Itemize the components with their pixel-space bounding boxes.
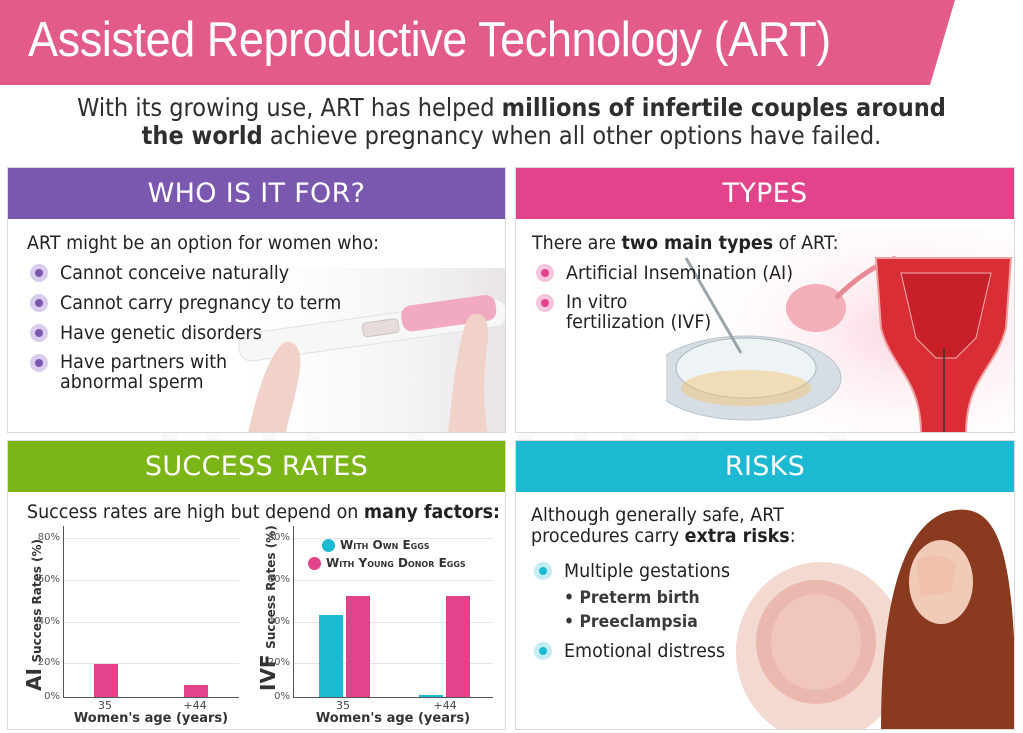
panel-header: WHO IS IT FOR?: [8, 168, 505, 219]
list-item: Cannot conceive naturally: [30, 262, 366, 284]
panel-who-is-it-for: WHO IS IT FOR? ART might be an option fo…: [7, 167, 506, 433]
bar-ai-44: [184, 685, 208, 697]
intro-bold: extra risks: [684, 525, 790, 547]
panel-header: RISKS: [516, 441, 1014, 492]
risks-list: Multiple gestations • Preterm birth • Pr…: [534, 560, 745, 670]
chart-legend: With Own Eggs With Young Donor Eggs: [308, 536, 466, 572]
list-item: Artificial Insemination (AI): [536, 262, 813, 284]
legend-item-donor-eggs: With Young Donor Eggs: [308, 554, 466, 572]
sub-list: • Preterm birth • Preeclampsia: [564, 586, 745, 634]
panel-header: SUCCESS RATES: [8, 441, 505, 492]
panel-success-rates: SUCCESS RATES Success rates are high but…: [7, 440, 506, 730]
panel-risks: RISKS Although generally safe, ART proced…: [515, 440, 1015, 730]
bullet-icon: [30, 264, 48, 282]
risk-item: Multiple gestations: [534, 560, 745, 582]
chart-y-label: AI Success Rates (%): [22, 539, 46, 691]
legend-swatch: [308, 556, 321, 570]
gridline: [294, 580, 493, 581]
list-item: Multiple gestations • Preterm birth • Pr…: [534, 560, 745, 634]
subtitle-bold: the world: [141, 121, 263, 150]
y-tick: 80%: [37, 532, 60, 543]
bullet-icon: [30, 354, 48, 372]
page-title: Assisted Reproductive Technology (ART): [28, 13, 831, 67]
bar-ai-35: [94, 664, 118, 697]
x-tick: +44: [433, 699, 457, 712]
ivf-success-chart: IVF Success Rates (%) 80% 60% 40% 20% 0%…: [248, 525, 503, 729]
chart-x-label: Women's age (years): [315, 711, 471, 726]
y-tick: 0%: [44, 691, 60, 702]
y-tick: 80%: [267, 532, 290, 543]
intro-text: Although generally safe, ART: [531, 504, 784, 526]
title-banner: [0, 0, 955, 85]
bar-ivf-35-own: [319, 615, 343, 697]
bullet-icon: [536, 294, 554, 312]
y-tick: 60%: [37, 574, 60, 585]
bullet-icon: [534, 562, 552, 580]
list-item: In vitro fertilization (IVF): [536, 292, 813, 332]
x-tick: +44: [183, 699, 207, 712]
legend-swatch: [322, 538, 335, 552]
sub-item-text: Preeclampsia: [579, 612, 698, 632]
list-item: Have partners with abnormal sperm: [30, 352, 366, 392]
intro-text: of ART:: [773, 232, 839, 254]
intro-text: procedures carry: [531, 525, 685, 547]
list-item: Have genetic disorders: [30, 322, 366, 344]
bullet-icon: [536, 264, 554, 282]
intro-text: There are: [532, 232, 622, 254]
x-tick: 35: [336, 699, 350, 712]
legend-label: With Young Donor Eggs: [326, 556, 466, 570]
gridline: [64, 580, 239, 581]
ylabel-small: Success Rates (%): [30, 538, 44, 663]
list-item: Emotional distress: [534, 640, 745, 662]
bullet-icon: [30, 324, 48, 342]
gridline: [294, 663, 493, 664]
ylabel-small: Success Rates (%): [264, 525, 278, 649]
panel-types: TYPES There are two main types of ART: A…: [515, 167, 1015, 433]
intro-bold: two main types: [621, 232, 774, 254]
legend-item-own-eggs: With Own Eggs: [322, 536, 466, 554]
y-tick: 0%: [274, 691, 290, 702]
bar-ivf-44-donor: [446, 596, 470, 697]
ylabel-big: AI: [22, 668, 46, 691]
bar-ivf-44-own: [419, 695, 443, 697]
types-intro: There are two main types of ART:: [532, 232, 839, 254]
bar-ivf-35-donor: [346, 596, 370, 697]
sub-list-item: • Preterm birth: [564, 588, 700, 608]
gridline: [64, 663, 239, 664]
list-item: Cannot carry pregnancy to term: [30, 292, 366, 314]
success-intro: Success rates are high but depend on man…: [27, 501, 500, 523]
y-tick: 20%: [267, 657, 290, 668]
subtitle-bold: millions of infertile couples around: [501, 93, 946, 122]
chart-plot-area: With Own Eggs With Young Donor Eggs: [293, 526, 493, 698]
gridline: [64, 622, 239, 623]
who-intro: ART might be an option for women who:: [27, 232, 380, 254]
risk-item: Emotional distress: [534, 640, 745, 662]
intro-text: Success rates are high but depend on: [27, 501, 364, 523]
gridline: [294, 538, 493, 539]
panel-header: TYPES: [516, 168, 1014, 219]
intro-bold: many factors:: [363, 501, 501, 523]
gridline: [64, 538, 239, 539]
y-tick: 40%: [267, 616, 290, 627]
y-tick: 20%: [37, 657, 60, 668]
chart-x-label: Women's age (years): [73, 711, 229, 726]
bullet-icon: [534, 642, 552, 660]
y-tick: 40%: [37, 616, 60, 627]
legend-label: With Own Eggs: [340, 538, 430, 552]
subtitle-text: achieve pregnancy when all other options…: [262, 121, 882, 150]
sub-list-item: • Preeclampsia: [564, 612, 698, 632]
bullet-icon: [30, 294, 48, 312]
intro-text: :: [789, 525, 796, 547]
y-tick: 60%: [267, 574, 290, 585]
risks-intro: Although generally safe, ART procedures c…: [531, 505, 796, 547]
gridline: [294, 622, 493, 623]
x-tick: 35: [98, 699, 112, 712]
who-list: Cannot conceive naturally Cannot carry p…: [30, 262, 366, 400]
subtitle: With its growing use, ART has helped mil…: [51, 94, 972, 150]
ai-success-chart: AI Success Rates (%) 80% 60% 40% 20% 0% …: [8, 526, 248, 729]
sub-item-text: Preterm birth: [579, 588, 700, 608]
types-list: Artificial Insemination (AI) In vitro fe…: [536, 262, 813, 340]
subtitle-text: With its growing use, ART has helped: [77, 93, 502, 122]
chart-plot-area: [63, 526, 239, 698]
